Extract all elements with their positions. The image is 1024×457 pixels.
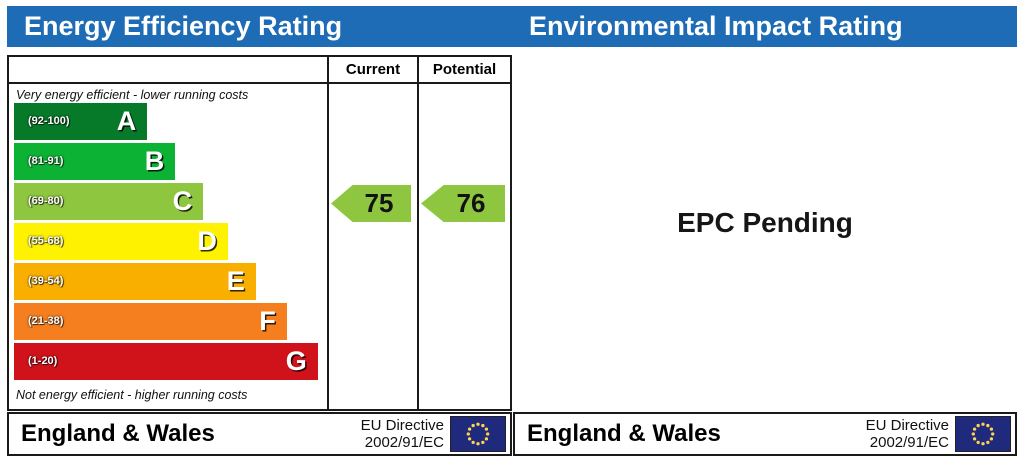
band-range-label: (21-38): [28, 315, 64, 327]
footer-energy: England & Wales EU Directive 2002/91/EC: [7, 412, 512, 456]
potential-column-header: Potential: [432, 61, 497, 78]
bottom-caption: Not energy efficient - higher running co…: [16, 388, 248, 402]
top-caption: Very energy efficient - lower running co…: [16, 88, 249, 102]
rating-band: (55-68) D: [14, 223, 228, 260]
eu-flag-icon: [450, 416, 506, 452]
region-label: England & Wales: [527, 420, 721, 447]
band-letter: A: [116, 106, 137, 136]
environmental-impact-title: Environmental Impact Rating: [529, 11, 903, 41]
energy-efficiency-chart: Current Potential Very energy efficient …: [7, 55, 512, 411]
eu-flag-icon: [955, 416, 1011, 452]
rating-band: (69-80) C: [14, 183, 204, 220]
column-divider: [327, 57, 329, 409]
eu-directive-label: EU Directive 2002/91/EC: [360, 417, 444, 451]
potential-rating-arrow: 76: [421, 185, 505, 222]
band-range-label: (69-80): [28, 195, 64, 207]
band-letter: G: [285, 346, 307, 376]
band-range-label: (39-54): [28, 275, 64, 287]
current-column-header: Current: [345, 61, 401, 78]
current-rating-value: 75: [364, 188, 394, 218]
rating-band: (21-38) F: [14, 303, 287, 340]
band-letter: F: [259, 306, 276, 336]
potential-rating-value: 76: [456, 188, 486, 218]
title-bar: Energy Efficiency Rating Environmental I…: [7, 6, 1017, 47]
rating-band: (81-91) B: [14, 143, 176, 180]
band-range-label: (1-20): [28, 355, 58, 367]
column-divider: [417, 57, 419, 409]
band-range-label: (55-68): [28, 235, 64, 247]
band-letter: D: [197, 226, 217, 256]
band-letter: E: [226, 266, 245, 296]
eu-directive-label: EU Directive 2002/91/EC: [865, 417, 949, 451]
rating-band: (92-100) A: [14, 103, 148, 140]
energy-efficiency-title: Energy Efficiency Rating: [24, 11, 343, 41]
bands: (92-100) A (81-91) B (69-80) C (55-68) D…: [14, 103, 324, 383]
band-letter: C: [172, 186, 193, 216]
epc-pending-text: EPC Pending: [677, 207, 853, 238]
band-range-label: (81-91): [28, 155, 64, 167]
current-rating-arrow: 75: [331, 185, 411, 222]
footer-environmental: England & Wales EU Directive 2002/91/EC: [513, 412, 1017, 456]
band-letter: B: [144, 146, 165, 176]
region-label: England & Wales: [21, 420, 215, 447]
rating-band: (1-20) G: [14, 343, 318, 380]
rating-band: (39-54) E: [14, 263, 256, 300]
band-range-label: (92-100): [28, 115, 70, 127]
header-underline: [9, 82, 510, 84]
